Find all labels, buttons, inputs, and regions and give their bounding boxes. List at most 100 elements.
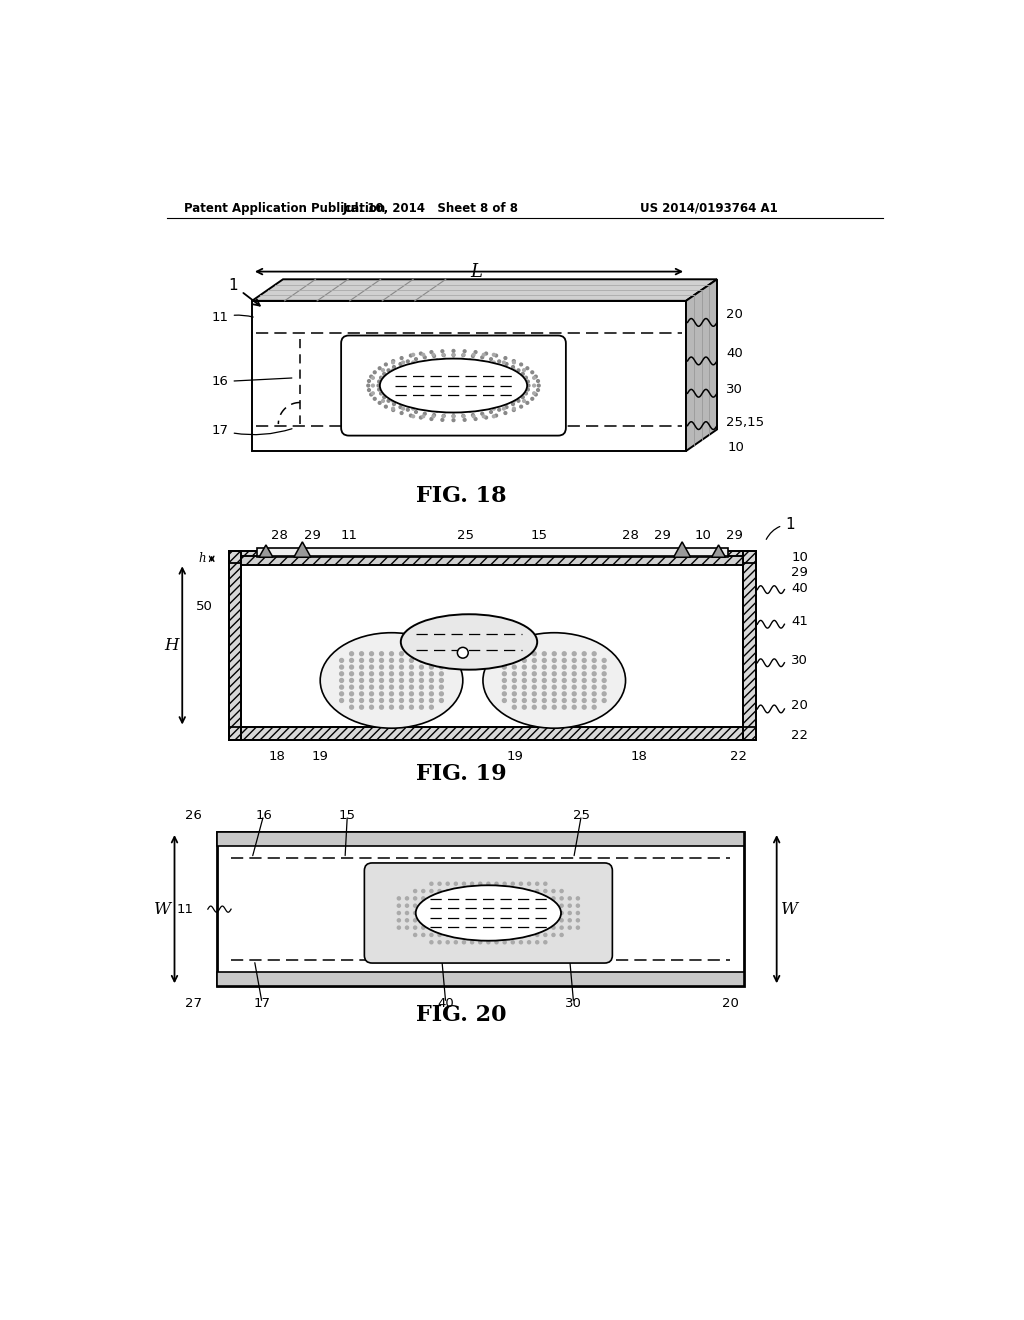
Circle shape [543, 692, 546, 696]
Circle shape [532, 652, 537, 656]
Circle shape [503, 672, 506, 676]
Text: 10: 10 [792, 550, 808, 564]
Circle shape [493, 414, 496, 417]
Circle shape [430, 904, 433, 907]
Circle shape [572, 652, 577, 656]
Circle shape [442, 354, 445, 356]
Circle shape [392, 366, 395, 368]
Text: 25: 25 [457, 529, 474, 543]
Circle shape [522, 678, 526, 682]
Circle shape [359, 652, 364, 656]
Circle shape [532, 392, 536, 395]
Circle shape [552, 678, 556, 682]
Circle shape [389, 678, 393, 682]
Text: FIG. 20: FIG. 20 [416, 1003, 507, 1026]
Circle shape [380, 659, 383, 663]
Circle shape [583, 692, 586, 696]
Circle shape [544, 904, 547, 907]
Circle shape [406, 896, 409, 900]
Circle shape [359, 685, 364, 689]
Circle shape [524, 392, 527, 395]
Circle shape [380, 652, 383, 656]
Text: 15: 15 [530, 529, 547, 543]
Circle shape [572, 659, 577, 663]
Circle shape [370, 375, 373, 378]
Circle shape [602, 659, 606, 663]
Circle shape [583, 698, 586, 702]
Circle shape [517, 368, 520, 372]
Circle shape [382, 376, 384, 379]
Circle shape [472, 408, 475, 411]
Circle shape [536, 927, 539, 929]
Circle shape [422, 362, 425, 364]
Circle shape [414, 927, 417, 929]
Circle shape [503, 685, 506, 689]
Circle shape [382, 400, 384, 403]
Circle shape [522, 368, 525, 371]
Circle shape [414, 904, 417, 907]
Circle shape [410, 685, 414, 689]
Circle shape [340, 692, 343, 696]
Circle shape [422, 919, 425, 921]
Circle shape [463, 350, 466, 352]
Bar [217, 832, 744, 986]
Circle shape [433, 413, 435, 416]
Circle shape [495, 941, 498, 944]
Text: FIG. 18: FIG. 18 [416, 484, 507, 507]
Text: 27: 27 [185, 997, 203, 1010]
Circle shape [512, 652, 516, 656]
Circle shape [380, 665, 383, 669]
Circle shape [410, 354, 413, 356]
Circle shape [526, 367, 528, 370]
Circle shape [423, 356, 426, 359]
Circle shape [414, 890, 417, 892]
Circle shape [391, 400, 394, 403]
Bar [228, 552, 241, 739]
Circle shape [503, 882, 506, 886]
Text: 40: 40 [792, 582, 808, 594]
Circle shape [512, 359, 515, 363]
Circle shape [439, 685, 443, 689]
Circle shape [504, 412, 507, 414]
Circle shape [484, 416, 487, 418]
Text: 29: 29 [654, 529, 671, 543]
Circle shape [400, 412, 403, 414]
Circle shape [399, 672, 403, 676]
Circle shape [562, 665, 566, 669]
Circle shape [522, 685, 526, 689]
Circle shape [463, 890, 466, 892]
Circle shape [401, 400, 404, 403]
Circle shape [420, 352, 422, 355]
Circle shape [387, 400, 390, 403]
Circle shape [370, 659, 374, 663]
Circle shape [552, 904, 555, 907]
Circle shape [380, 692, 383, 696]
Circle shape [410, 692, 414, 696]
Circle shape [430, 890, 433, 892]
Circle shape [380, 672, 383, 676]
Text: 17: 17 [254, 997, 270, 1010]
Circle shape [359, 672, 364, 676]
Ellipse shape [380, 359, 527, 413]
Circle shape [414, 919, 417, 921]
Circle shape [372, 376, 375, 379]
Circle shape [389, 685, 393, 689]
Circle shape [429, 692, 433, 696]
Circle shape [432, 414, 435, 417]
Circle shape [453, 354, 455, 356]
Polygon shape [294, 543, 311, 557]
Circle shape [391, 392, 394, 395]
Circle shape [453, 350, 455, 352]
Circle shape [439, 672, 443, 676]
Circle shape [401, 400, 404, 403]
Circle shape [378, 380, 381, 383]
Circle shape [422, 414, 425, 417]
Circle shape [513, 362, 515, 364]
Circle shape [389, 388, 391, 391]
Circle shape [422, 933, 425, 936]
Circle shape [422, 354, 425, 356]
Circle shape [493, 354, 496, 356]
FancyBboxPatch shape [341, 335, 566, 436]
Text: 10: 10 [694, 529, 712, 543]
Circle shape [536, 890, 539, 892]
